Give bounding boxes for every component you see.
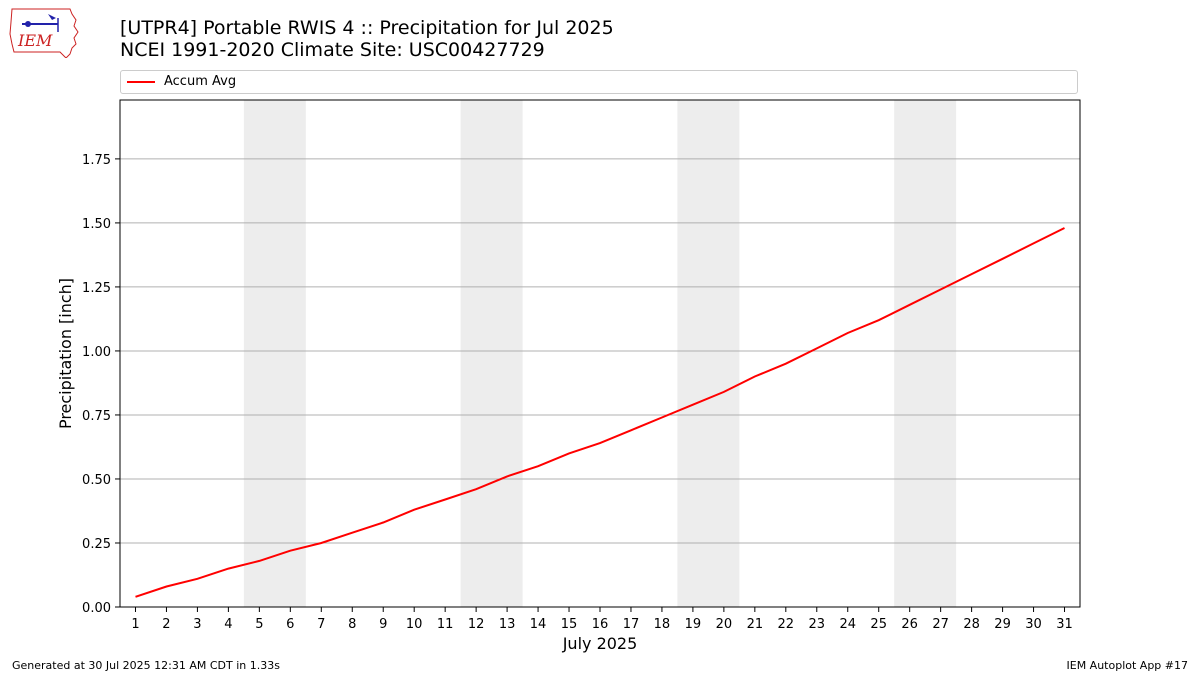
chart-legend: Accum Avg [120,70,1078,94]
y-tick-label: 1.50 [82,217,111,232]
x-tick-label: 18 [654,617,671,632]
autoplot-app-id: IEM Autoplot App #17 [1066,659,1189,672]
x-tick-label: 22 [778,617,795,632]
iowa-state-outline-icon [9,8,79,58]
x-tick-label: 14 [530,617,547,632]
x-tick-label: 21 [747,617,764,632]
y-tick-label: 1.25 [82,281,111,296]
y-tick-label: 1.00 [82,345,111,360]
x-tick-label: 17 [623,617,640,632]
x-tick-label: 20 [716,617,733,632]
x-tick-label: 27 [932,617,949,632]
x-tick-label: 8 [348,617,356,632]
generated-timestamp: Generated at 30 Jul 2025 12:31 AM CDT in… [12,659,280,672]
x-tick-label: 4 [224,617,232,632]
x-tick-label: 15 [561,617,578,632]
x-tick-label: 2 [162,617,170,632]
x-tick-label: 19 [685,617,702,632]
x-tick-label: 12 [468,617,485,632]
weekend-band [894,100,957,607]
x-tick-label: 30 [1025,617,1042,632]
x-tick-label: 10 [406,617,423,632]
plot-frame [119,99,1081,608]
x-tick-label: 7 [317,617,325,632]
weekend-band [677,100,740,607]
x-tick-label: 24 [839,617,856,632]
y-axis-label: Precipitation [inch] [56,278,75,429]
logo-text: IEM [17,31,53,50]
x-tick-label: 5 [255,617,263,632]
x-axis-label: July 2025 [562,634,638,653]
legend-swatch [127,81,155,83]
x-tick-label: 25 [870,617,887,632]
y-tick-label: 1.75 [82,153,111,168]
x-tick-label: 6 [286,617,294,632]
weekend-band [243,100,306,607]
title-line-2: NCEI 1991-2020 Climate Site: USC00427729 [120,39,545,61]
y-tick-label: 0.50 [82,473,111,488]
x-tick-label: 28 [963,617,980,632]
x-tick-label: 23 [809,617,826,632]
iem-logo: IEM [9,8,79,58]
x-tick-label: 29 [994,617,1011,632]
y-tick-label: 0.25 [82,537,111,552]
x-tick-label: 11 [437,617,454,632]
series-line-accum-avg [135,227,1065,598]
x-tick-label: 31 [1056,617,1073,632]
chart-title: [UTPR4] Portable RWIS 4 :: Precipitation… [120,17,614,61]
x-tick-label: 3 [193,617,201,632]
weekend-band [460,100,523,607]
x-tick-label: 9 [379,617,387,632]
x-tick-label: 16 [592,617,609,632]
y-tick-label: 0.00 [82,601,111,616]
legend-label: Accum Avg [164,74,237,89]
title-line-1: [UTPR4] Portable RWIS 4 :: Precipitation… [120,17,614,39]
x-tick-label: 1 [131,617,139,632]
x-tick-label: 26 [901,617,918,632]
x-tick-label: 13 [499,617,516,632]
y-tick-label: 0.75 [82,409,111,424]
